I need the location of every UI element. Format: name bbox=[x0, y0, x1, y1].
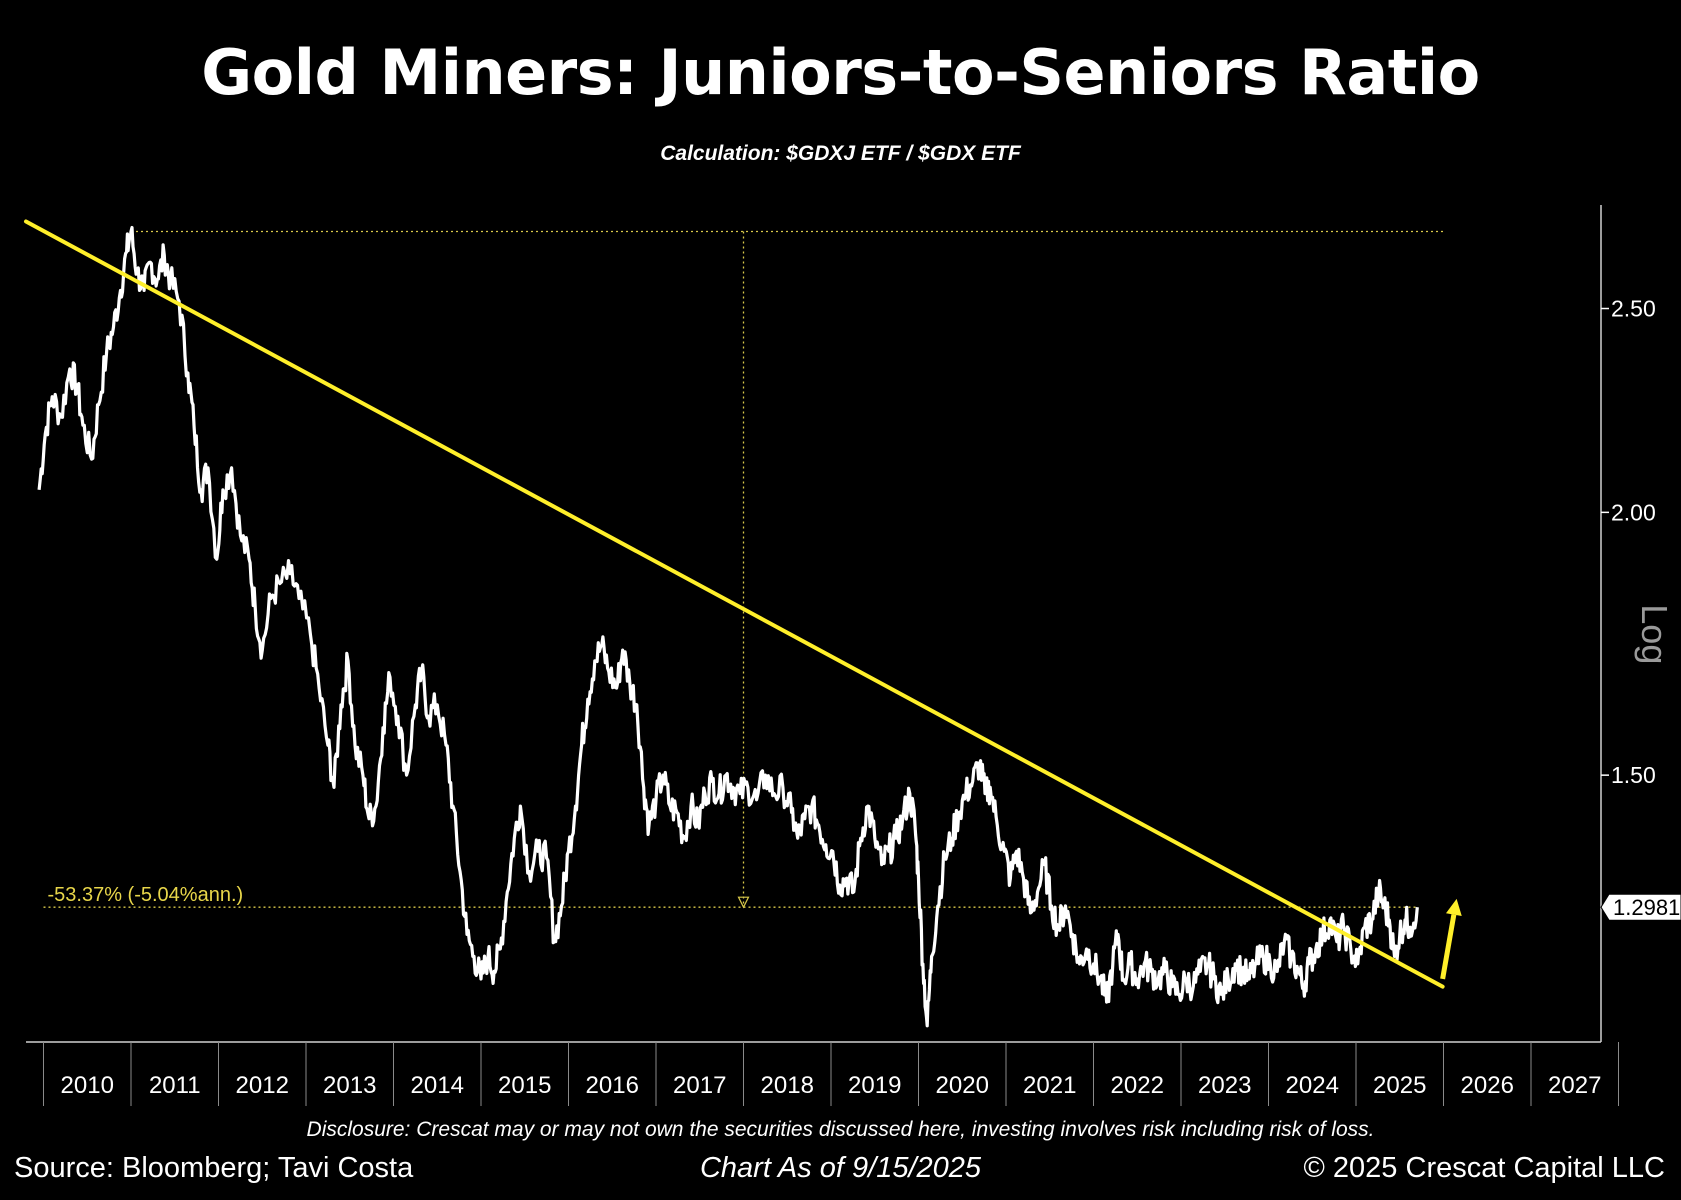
x-tick-label-2010: 2010 bbox=[61, 1072, 114, 1099]
y-axis-label: Log bbox=[1634, 604, 1675, 664]
y-tick-label: 2.00 bbox=[1611, 499, 1656, 525]
last-value-label: 1.2981 bbox=[1613, 895, 1680, 920]
up-arrow-icon bbox=[1445, 898, 1462, 916]
x-tick-label-2026: 2026 bbox=[1461, 1072, 1514, 1099]
disclosure-text: Disclosure: Crescat may or may not own t… bbox=[306, 1118, 1375, 1141]
last-value-badge bbox=[1600, 893, 1681, 921]
x-tick-label-2024: 2024 bbox=[1286, 1072, 1339, 1099]
reference-lines bbox=[43, 230, 1444, 909]
x-tick-label-2025: 2025 bbox=[1373, 1072, 1426, 1099]
reference-arrowhead bbox=[737, 896, 750, 909]
chart-subtitle: Calculation: $GDXJ ETF / $GDX ETF bbox=[660, 142, 1021, 165]
chart-title: Gold Miners: Juniors-to-Seniors Ratio bbox=[201, 36, 1480, 109]
x-tick-label-2020: 2020 bbox=[936, 1072, 989, 1099]
x-axis: 2010 2011 2012 2013 2014 2015 2016 2017 2018 2019… bbox=[26, 1041, 1619, 1106]
trendline bbox=[24, 219, 1445, 989]
x-tick-label-2012: 2012 bbox=[236, 1072, 289, 1099]
copyright-text: © 2025 Crescat Capital LLC bbox=[1303, 1152, 1666, 1184]
annotation-layer: -53.37% (-5.04%ann.) 1.2981 bbox=[48, 884, 1681, 921]
chart-area: 2010 2011 2012 2013 2014 2015 2016 2017 2018 2019… bbox=[24, 205, 1681, 1106]
series-layer bbox=[37, 225, 1419, 1028]
x-tick-label-2027: 2027 bbox=[1548, 1072, 1601, 1099]
x-tick-label-2022: 2022 bbox=[1111, 1072, 1164, 1099]
series-line bbox=[37, 225, 1419, 1028]
change-label: -53.37% (-5.04%ann.) bbox=[48, 884, 244, 906]
x-tick-label-2021: 2021 bbox=[1023, 1072, 1076, 1099]
x-tick-label-2016: 2016 bbox=[586, 1072, 639, 1099]
x-tick-label-2015: 2015 bbox=[498, 1072, 551, 1099]
x-tick-label-2018: 2018 bbox=[761, 1072, 814, 1099]
x-tick-label-2023: 2023 bbox=[1198, 1072, 1251, 1099]
x-tick-label-2013: 2013 bbox=[323, 1072, 376, 1099]
source-text: Source: Bloomberg; Tavi Costa bbox=[14, 1152, 414, 1184]
y-tick-label: 1.50 bbox=[1611, 762, 1656, 788]
x-tick-label-2014: 2014 bbox=[411, 1072, 464, 1099]
x-tick-label-2017: 2017 bbox=[673, 1072, 726, 1099]
y-axis: 1.50 2.00 2.50 Log bbox=[1600, 205, 1675, 1042]
trendline-layer bbox=[24, 219, 1462, 989]
x-tick-label-2011: 2011 bbox=[149, 1072, 201, 1099]
x-tick-label-2019: 2019 bbox=[848, 1072, 901, 1099]
up-arrow-shaft bbox=[1440, 914, 1457, 980]
y-tick-label: 2.50 bbox=[1611, 296, 1656, 322]
as-of-date: Chart As of 9/15/2025 bbox=[699, 1152, 982, 1184]
